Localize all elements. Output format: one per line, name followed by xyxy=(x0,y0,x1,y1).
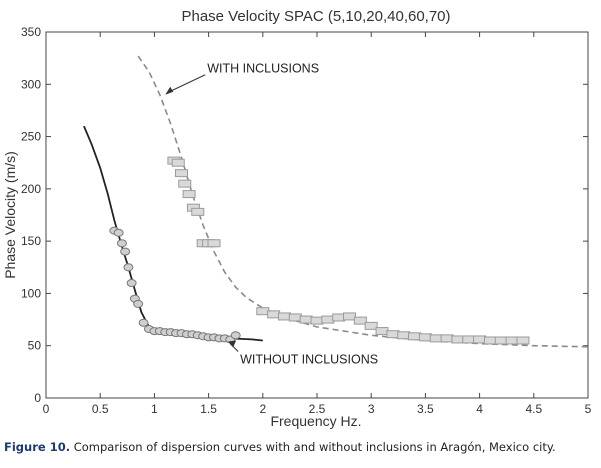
y-tick-label: 50 xyxy=(28,339,42,353)
square-marker xyxy=(418,333,432,342)
caption-label: Figure 10. xyxy=(4,440,71,454)
caption-text: Comparison of dispersion curves with and… xyxy=(70,440,556,454)
x-tick-label: 4 xyxy=(476,402,483,416)
square-marker xyxy=(207,239,221,248)
square-marker xyxy=(175,169,188,178)
annotation-label: WITHOUT INCLUSIONS xyxy=(240,353,378,367)
square-marker xyxy=(375,327,389,336)
square-marker xyxy=(483,336,497,345)
x-tick-label: 0.5 xyxy=(92,402,109,416)
axis-ticks: 0 0.5 1 1.5 2 2.5 3 3.5 4 4.5 50501001502002503003… xyxy=(21,25,592,416)
square-marker xyxy=(310,316,324,325)
x-tick-label: 2.5 xyxy=(309,402,326,416)
x-tick-label: 3.5 xyxy=(417,402,434,416)
square-marker xyxy=(386,330,400,339)
annotation-arrow-head xyxy=(165,86,174,95)
annotations-group: WITH INCLUSIONS WITHOUT INCLUSIONS xyxy=(165,62,378,367)
annotation-label: WITH INCLUSIONS xyxy=(207,62,319,76)
square-marker xyxy=(321,315,335,324)
circle-marker xyxy=(126,278,137,287)
circle-marker xyxy=(138,318,149,327)
square-marker xyxy=(440,334,454,343)
square-marker xyxy=(288,313,302,322)
figure-caption: Figure 10. Comparison of dispersion curv… xyxy=(4,440,598,454)
y-axis-title: Phase Velocity (m/s) xyxy=(2,151,18,279)
y-tick-label: 300 xyxy=(21,77,41,91)
square-marker xyxy=(364,321,378,330)
square-marker xyxy=(462,335,476,344)
square-marker xyxy=(408,332,422,341)
square-marker xyxy=(451,335,465,344)
figure-panel: Phase Velocity SPAC (5,10,20,40,60,70) 0… xyxy=(2,8,592,454)
series-group xyxy=(83,55,589,348)
circle-marker xyxy=(230,331,241,340)
y-tick-label: 0 xyxy=(34,391,41,405)
square-marker xyxy=(277,312,291,321)
y-tick-label: 150 xyxy=(21,234,41,248)
square-marker xyxy=(267,310,281,319)
x-tick-label: 3 xyxy=(368,402,375,416)
x-tick-label: 0 xyxy=(43,402,50,416)
square-marker xyxy=(171,158,185,167)
square-marker xyxy=(505,336,519,345)
square-marker xyxy=(473,335,487,344)
square-marker xyxy=(299,315,313,324)
x-tick-label: 2 xyxy=(259,402,266,416)
dispersion-chart: Phase Velocity SPAC (5,10,20,40,60,70) 0… xyxy=(2,8,592,429)
square-marker xyxy=(332,313,346,322)
square-marker xyxy=(429,334,443,343)
y-tick-label: 250 xyxy=(21,130,41,144)
x-tick-label: 1 xyxy=(151,402,158,416)
circle-marker xyxy=(133,299,144,308)
x-tick-label: 5 xyxy=(585,402,592,416)
x-axis-title: Frequency Hz. xyxy=(270,413,361,429)
square-marker xyxy=(178,179,192,188)
annotation-arrow-head xyxy=(228,340,237,348)
y-tick-label: 350 xyxy=(21,25,41,39)
x-tick-label: 1.5 xyxy=(200,402,217,416)
annotation-arrow-line xyxy=(167,74,206,94)
circle-marker xyxy=(120,247,131,256)
circle-marker xyxy=(123,263,134,272)
chart-title: Phase Velocity SPAC (5,10,20,40,60,70) xyxy=(181,8,450,25)
y-tick-label: 200 xyxy=(21,182,41,196)
square-marker xyxy=(397,331,411,340)
circle-marker xyxy=(116,239,127,248)
square-marker xyxy=(494,336,508,345)
x-tick-label: 4.5 xyxy=(525,402,542,416)
circle-marker xyxy=(113,228,124,237)
square-marker xyxy=(256,307,270,316)
square-marker xyxy=(516,336,530,345)
square-marker xyxy=(182,190,196,199)
square-marker xyxy=(343,312,357,321)
square-marker xyxy=(191,207,205,216)
square-marker xyxy=(353,316,367,325)
y-tick-label: 100 xyxy=(21,286,41,300)
